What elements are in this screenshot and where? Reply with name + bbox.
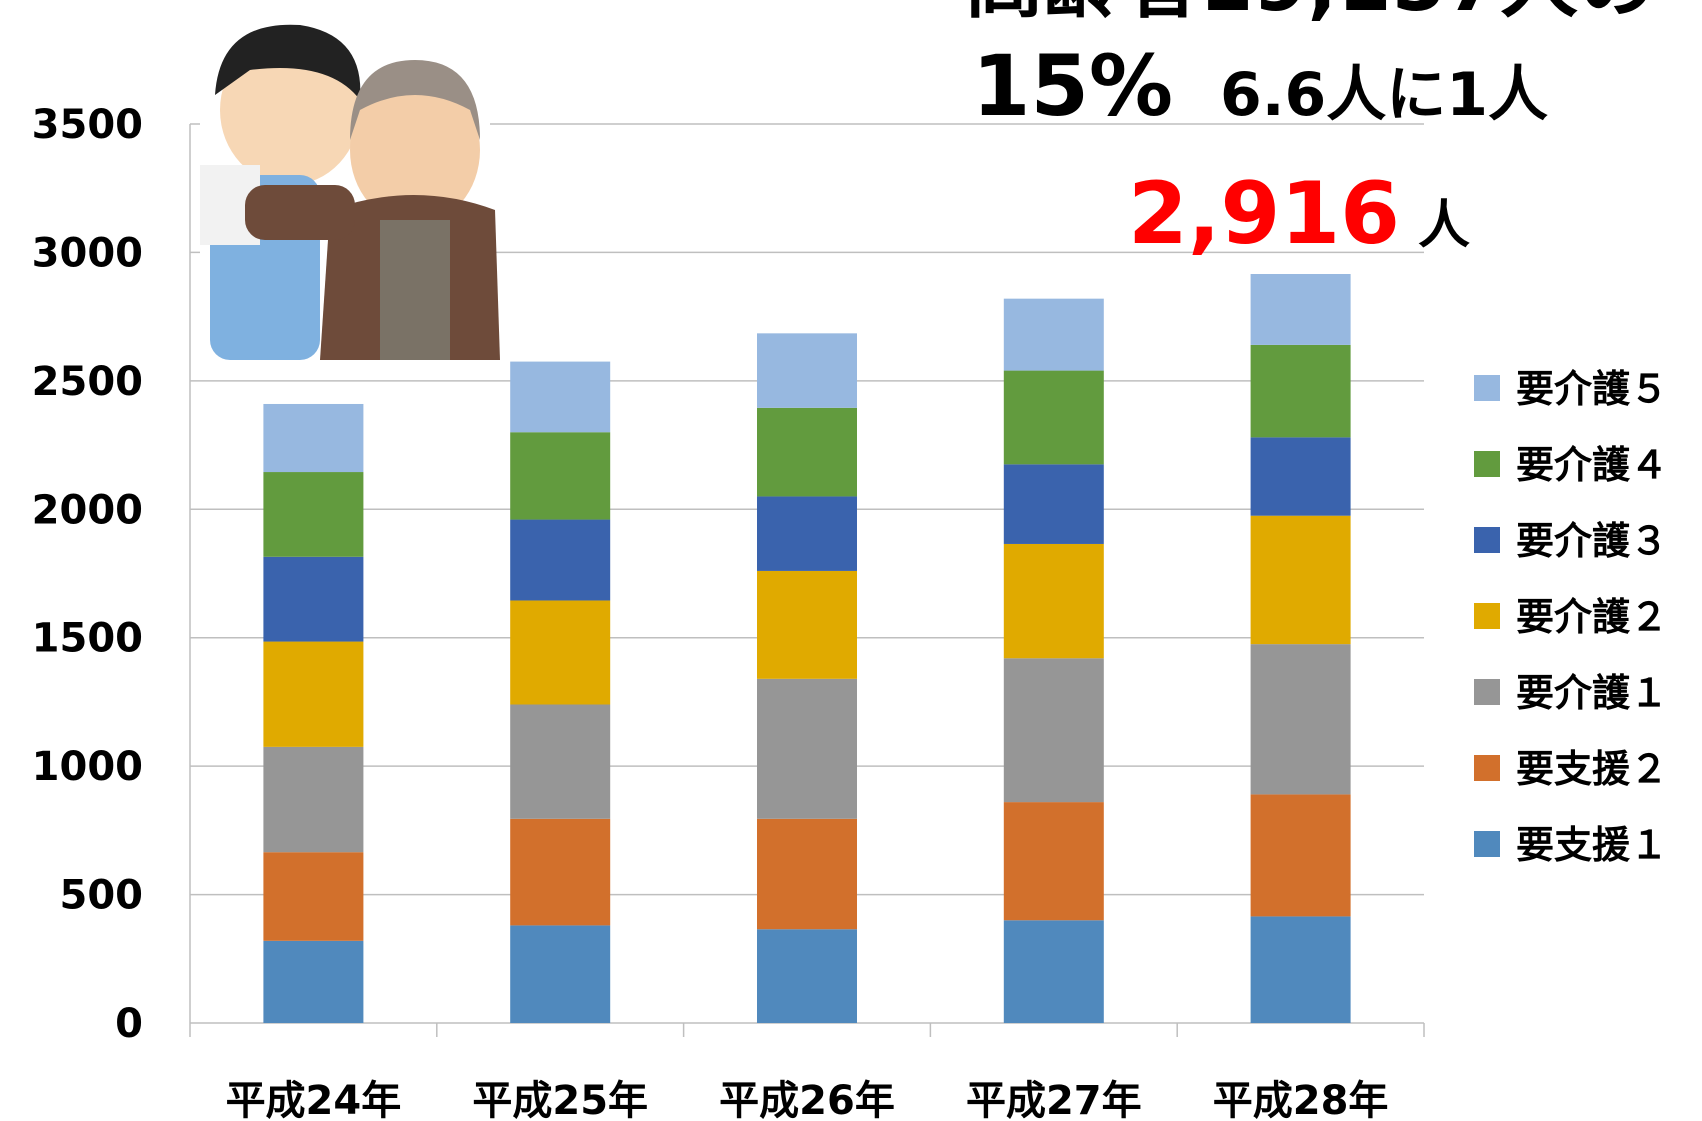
legend-label: 要介護３ bbox=[1516, 519, 1668, 563]
chart: 0 500 1000 1500 2000 2500 3000 3500 平成24年 平成25年 平成… bbox=[0, 0, 1702, 1121]
bar-segment bbox=[263, 852, 363, 941]
bar-segment bbox=[1251, 345, 1351, 437]
bar-segment bbox=[1004, 658, 1104, 802]
bar-segment bbox=[510, 432, 610, 519]
x-tick-label: 平成28年 bbox=[1213, 1078, 1389, 1121]
legend-label: 要支援２ bbox=[1516, 747, 1668, 791]
bar-segment bbox=[510, 362, 610, 433]
legend-label: 要介護４ bbox=[1516, 443, 1668, 487]
annotation: 15% bbox=[972, 37, 1173, 135]
chart-title: 高齢者19,157人の bbox=[965, 0, 1656, 29]
bar-segment bbox=[263, 642, 363, 747]
bar-segment bbox=[510, 704, 610, 818]
y-tick-label: 1000 bbox=[32, 744, 143, 790]
legend-swatch bbox=[1474, 679, 1500, 705]
x-tick-label: 平成25年 bbox=[472, 1078, 648, 1121]
legend-label: 要介護５ bbox=[1516, 367, 1668, 411]
bar-segment bbox=[510, 520, 610, 601]
bar-segment bbox=[1251, 644, 1351, 794]
bar-segment bbox=[510, 925, 610, 1023]
bar-segment bbox=[757, 929, 857, 1023]
bar-segment bbox=[757, 819, 857, 929]
illustration bbox=[200, 25, 500, 360]
x-tick-label: 平成26年 bbox=[719, 1078, 895, 1121]
y-tick-label: 2000 bbox=[32, 487, 143, 533]
bar-segment bbox=[263, 557, 363, 642]
bar-segment bbox=[1004, 464, 1104, 544]
bar-segment bbox=[263, 941, 363, 1023]
bar-segment bbox=[757, 571, 857, 679]
bar-segment bbox=[510, 819, 610, 926]
legend-label: 要支援１ bbox=[1516, 823, 1668, 867]
bar-segment bbox=[1251, 516, 1351, 644]
y-tick-label: 1500 bbox=[32, 616, 143, 662]
bar-segment bbox=[1004, 299, 1104, 371]
bar-segment bbox=[263, 404, 363, 472]
bar-segment bbox=[1004, 802, 1104, 920]
total-unit: 人 bbox=[1418, 196, 1470, 256]
total-label: 2,916 bbox=[1128, 164, 1400, 264]
x-tick-label: 平成24年 bbox=[226, 1078, 402, 1121]
bar-segment bbox=[1251, 794, 1351, 916]
legend-swatch bbox=[1474, 755, 1500, 781]
legend-swatch bbox=[1474, 603, 1500, 629]
bar-segment bbox=[1004, 544, 1104, 658]
bar-segment bbox=[510, 600, 610, 704]
x-tick-label: 平成27年 bbox=[966, 1078, 1142, 1121]
y-tick-label: 3500 bbox=[32, 102, 143, 148]
legend-swatch bbox=[1474, 831, 1500, 857]
y-tick-label: 3000 bbox=[32, 230, 143, 276]
bar-segment bbox=[757, 679, 857, 819]
legend-label: 要介護２ bbox=[1516, 595, 1668, 639]
legend-swatch bbox=[1474, 375, 1500, 401]
bar-segment bbox=[757, 408, 857, 497]
y-tick-label: 2500 bbox=[32, 359, 143, 405]
bar-segment bbox=[757, 333, 857, 407]
bar-segment bbox=[1251, 274, 1351, 345]
bar-segment bbox=[1251, 916, 1351, 1023]
bar-segment bbox=[1251, 437, 1351, 515]
bar-segment bbox=[1004, 371, 1104, 465]
annotation: 6.6人に1人 bbox=[1220, 60, 1548, 130]
legend-swatch bbox=[1474, 527, 1500, 553]
bar-segment bbox=[263, 472, 363, 557]
bar-segment bbox=[263, 747, 363, 852]
bar-segment bbox=[1004, 920, 1104, 1023]
legend-swatch bbox=[1474, 451, 1500, 477]
y-tick-label: 0 bbox=[115, 1001, 143, 1047]
legend-label: 要介護１ bbox=[1516, 671, 1668, 715]
bar-segment bbox=[757, 496, 857, 570]
y-tick-label: 500 bbox=[60, 873, 144, 919]
